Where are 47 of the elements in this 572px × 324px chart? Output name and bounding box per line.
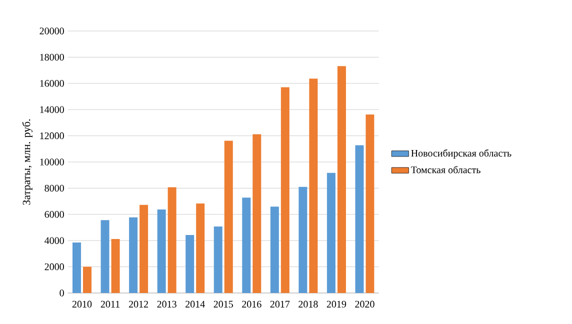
y-tick-label: 20000	[40, 28, 64, 34]
x-tick-label: 2016	[242, 300, 262, 308]
bar	[270, 206, 279, 293]
y-tick-label: 10000	[40, 158, 64, 166]
bar	[140, 204, 148, 293]
x-tick-label: 2018	[298, 300, 318, 308]
y-axis-title: Затраты, млн. руб.	[22, 119, 32, 205]
x-tick-label: 2013	[157, 300, 176, 308]
x-tick-label: 2019	[326, 300, 346, 308]
bar	[326, 172, 336, 293]
bar	[129, 217, 138, 293]
y-tick-label: 14000	[40, 106, 64, 113]
x-tick-label: 2010	[72, 300, 92, 308]
bar	[196, 204, 205, 293]
y-tick-label: 2000	[44, 263, 64, 270]
bar	[72, 242, 82, 293]
bar	[309, 78, 318, 293]
x-tick-label: 2012	[128, 300, 148, 308]
x-tick-label: 2011	[100, 300, 120, 308]
legend-label: Новосибирская область	[411, 149, 512, 159]
bar	[168, 187, 176, 293]
x-tick-label: 2014	[186, 300, 205, 308]
bar	[355, 145, 364, 293]
y-tick-label: 8000	[44, 184, 64, 192]
bar	[337, 66, 346, 293]
bar	[280, 87, 290, 293]
x-tick-label: 2020	[355, 300, 374, 308]
y-tick-label: 6000	[44, 211, 64, 218]
bar	[224, 140, 233, 293]
bar	[157, 210, 166, 293]
bar	[298, 186, 308, 293]
y-tick-label: 18000	[40, 54, 64, 61]
bar	[111, 239, 120, 293]
y-tick-label: 0	[60, 290, 64, 296]
x-tick-label: 2017	[270, 300, 290, 308]
y-tick-label: 4000	[44, 237, 64, 244]
y-tick-label: 12000	[40, 132, 64, 140]
bar	[214, 226, 222, 293]
bar	[100, 220, 110, 293]
legend-label: Томская область	[411, 166, 480, 174]
x-tick-label: 2015	[214, 300, 233, 308]
bar	[186, 234, 194, 293]
y-tick-label: 16000	[40, 80, 64, 87]
bar	[242, 198, 251, 293]
bar	[366, 114, 374, 293]
bar	[83, 266, 92, 293]
bar	[252, 134, 262, 293]
